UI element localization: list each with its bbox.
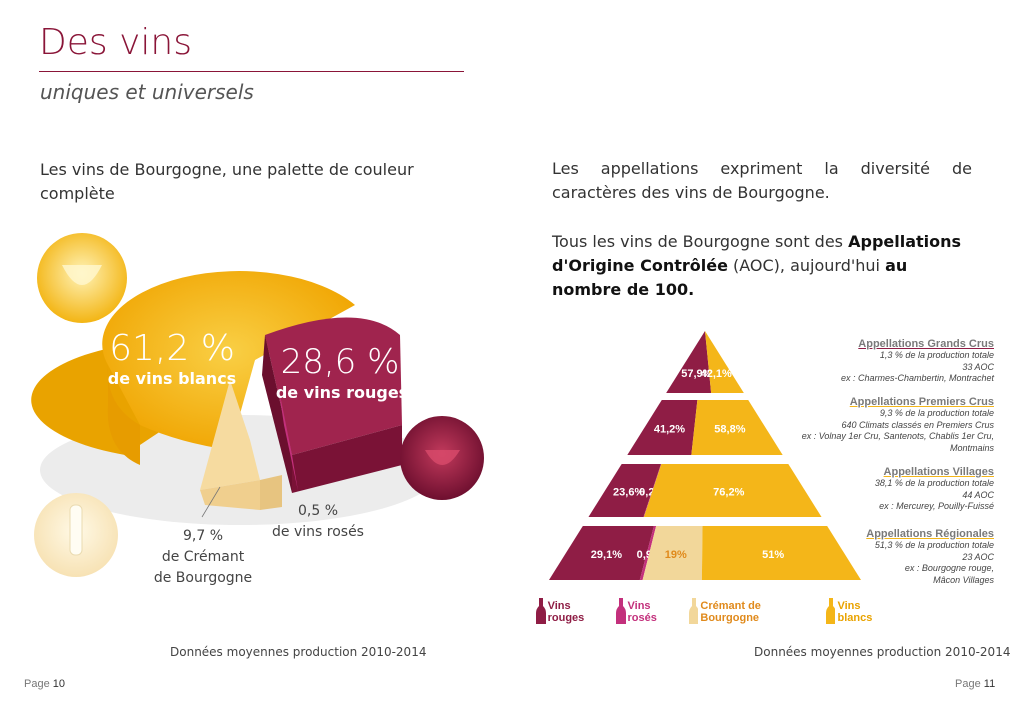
label-blancs-text: de vins blancs: [108, 369, 236, 388]
label-roses-value: 0,5 %: [298, 503, 338, 519]
pyramid-label-3-2: 19%: [665, 549, 687, 561]
right-page-number: Page 11: [955, 678, 996, 690]
tier-desc-villages: Appellations Villages 38,1 % de la produ…: [760, 466, 994, 513]
label-rouges-value: 28,6 %: [281, 342, 400, 382]
slice-blancs: [102, 271, 356, 450]
tier-title-premiers-crus: Appellations Premiers Crus: [849, 396, 994, 408]
pyramid-label-2-0: 23,6%: [613, 487, 644, 499]
pyramid-label-1-3: 58,8%: [714, 424, 745, 436]
slice-cremant-side: [260, 475, 282, 510]
legend-vins-roses: Vins rosés: [615, 598, 681, 624]
slice-blancs-edge: [107, 365, 140, 465]
pyramid-segment-3-2: [642, 526, 703, 580]
pyramid-segment-1-3: [691, 400, 783, 455]
right-intro: Les appellations expriment la diversité …: [552, 159, 972, 202]
label-cremant-text-2: de Bourgogne: [154, 570, 252, 586]
left-intro: Les vins de Bourgogne, une palette de co…: [40, 160, 414, 203]
legend-cremant: Crémant de Bourgogne: [688, 598, 818, 624]
pyramid-segment-0-3: [705, 331, 744, 393]
legend-vins-rouges: Vins rouges: [536, 598, 608, 624]
tier-title-regionales: Appellations Régionales: [866, 528, 994, 540]
pyramid-segment-3-3: [701, 526, 861, 580]
left-page-number: Page 10: [24, 678, 66, 690]
right-aoc-text: Tous les vins de Bourgogne sont des Appe…: [552, 232, 962, 299]
pyramid-segment-3-0: [549, 526, 654, 580]
pyramid-label-3-0: 29,1%: [591, 549, 622, 561]
tier-title-villages: Appellations Villages: [883, 466, 994, 478]
title-divider: [39, 71, 464, 72]
pyramid-segment-3-1: [639, 526, 657, 580]
slice-rouges-inner: [262, 335, 292, 493]
pyramid-label-3-3: 51%: [762, 549, 784, 561]
pyramid-segment-2-1: [643, 464, 662, 517]
red-bottle-icon: [536, 598, 546, 624]
pyramid-label-1-0: 41,2%: [654, 424, 685, 436]
tier-desc-premiers-crus: Appellations Premiers Crus 9,3 % de la p…: [760, 396, 994, 454]
slice-cremant: [200, 380, 260, 490]
tier-desc-regionales: Appellations Régionales 51,3 % de la pro…: [760, 528, 994, 586]
pyramid-segment-1-0: [627, 400, 698, 455]
label-roses-text: de vins rosés: [272, 524, 364, 540]
slice-roses: [278, 385, 298, 491]
label-blancs-value: 61,2 %: [109, 328, 235, 369]
label-cremant-value: 9,7 %: [183, 528, 223, 544]
wine-color-pie-chart: 61,2 % de vins blancs 28,6 % de vins rou…: [31, 233, 484, 586]
pyramid-label-0-3: 42,1%: [701, 368, 732, 380]
left-source: Données moyennes production 2010-2014: [170, 645, 427, 659]
page-title: Des vins: [39, 22, 192, 63]
rose-bottle-icon: [615, 598, 626, 624]
label-cremant-text-1: de Crémant: [162, 549, 245, 565]
appellation-pyramid-chart: 57,9%42,1%41,2%58,8%23,6%0,2%76,2%29,1%0…: [549, 331, 861, 580]
legend-vins-blancs: Vins blancs: [825, 598, 896, 624]
white-bottle-icon: [825, 598, 836, 624]
tier-title-grands-crus: Appellations Grands Crus: [858, 338, 994, 350]
slice-rouges-side: [292, 425, 402, 493]
pyramid-label-0-0: 57,9%: [681, 368, 712, 380]
right-source: Données moyennes production 2010-2014: [754, 645, 1011, 659]
label-rouges-text: de vins rouges: [276, 383, 408, 402]
tier-desc-grands-crus: Appellations Grands Crus 1,3 % de la pro…: [760, 338, 994, 385]
page-subtitle: uniques et universels: [40, 80, 254, 104]
slice-cremant-front: [200, 480, 260, 510]
pyramid-segment-2-3: [643, 464, 822, 517]
pyramid-legend: Vins rouges Vins rosés Crémant de Bourgo…: [536, 598, 896, 624]
pyramid-segment-0-0: [666, 331, 712, 393]
pyramid-label-2-3: 76,2%: [713, 487, 744, 499]
pyramid-segment-2-0: [588, 464, 662, 517]
cremant-bottle-icon: [688, 598, 699, 624]
slice-rouges: [265, 317, 402, 455]
